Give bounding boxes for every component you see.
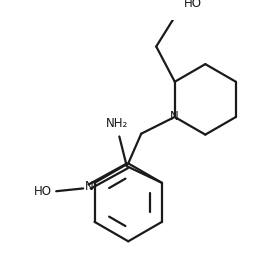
Text: HO: HO	[34, 185, 52, 198]
Text: N: N	[85, 180, 94, 193]
Text: NH₂: NH₂	[106, 117, 129, 130]
Text: N: N	[170, 111, 179, 124]
Text: HO: HO	[184, 0, 202, 10]
